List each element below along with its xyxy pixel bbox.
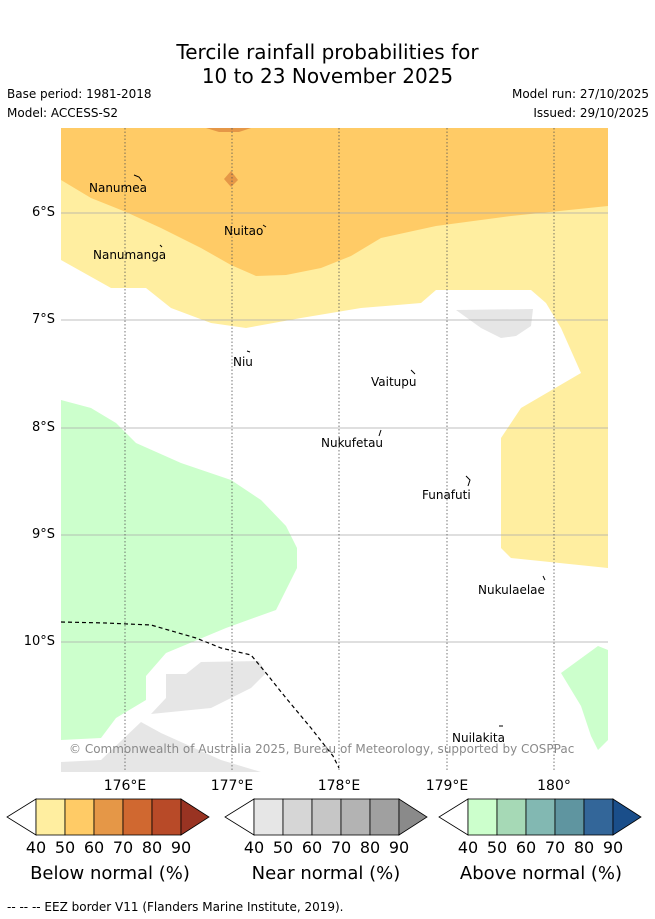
- near-swatch-5: [369, 798, 400, 836]
- region-near-40-east: [456, 309, 533, 338]
- colorbar-below-normal: [6, 798, 210, 836]
- below-min-extension: [6, 798, 37, 836]
- lat-label-9s: 9°S: [31, 527, 55, 542]
- place-nuitao: Nuitao: [224, 224, 264, 238]
- above-swatch-2: [496, 798, 527, 836]
- map-title: Tercile rainfall probabilities for 10 to…: [0, 40, 655, 88]
- tick-above-90: 90: [602, 838, 624, 857]
- near-swatch-1: [253, 798, 284, 836]
- label-below-normal: Below normal (%): [30, 863, 190, 884]
- region-below-60-spot: [224, 171, 238, 187]
- place-nukufetau: Nukufetau: [321, 436, 384, 450]
- region-near-40-south: [151, 661, 266, 714]
- lat-label-10s: 10°S: [23, 634, 55, 649]
- region-near-40-bottom: [61, 722, 261, 772]
- colorbar-above-normal: [438, 798, 642, 836]
- model-run: Model run: 27/10/2025: [511, 87, 649, 101]
- copyright-credit: © Commonwealth of Australia 2025, Bureau…: [69, 742, 575, 756]
- rainfall-map: [61, 128, 608, 772]
- above-max-extension: [612, 798, 642, 836]
- colorbar-near-swatches: [224, 798, 428, 836]
- region-above-40-west: [61, 400, 297, 740]
- near-max-extension: [398, 798, 428, 836]
- tick-above-60: 60: [515, 838, 537, 857]
- tick-near-70: 70: [330, 838, 352, 857]
- title-line-1: Tercile rainfall probabilities for: [176, 40, 479, 64]
- lon-label-179e: 179°E: [425, 778, 469, 794]
- tick-near-90: 90: [388, 838, 410, 857]
- island-nukulaelae: [542, 575, 546, 581]
- below-swatch-1: [35, 798, 66, 836]
- above-swatch-4: [554, 798, 585, 836]
- lon-label-180: 180°: [537, 778, 571, 794]
- place-funafuti: Funafuti: [422, 488, 471, 502]
- place-nanumanga: Nanumanga: [93, 248, 167, 262]
- colorbar-below-swatches: [6, 798, 210, 836]
- lat-label-7s: 7°S: [31, 312, 55, 327]
- lon-label-176e: 176°E: [103, 778, 147, 794]
- island-coastlines: [133, 174, 546, 727]
- tick-below-90: 90: [170, 838, 192, 857]
- below-max-extension: [180, 798, 210, 836]
- below-swatch-5: [151, 798, 182, 836]
- below-swatch-4: [122, 798, 153, 836]
- near-swatch-4: [340, 798, 371, 836]
- above-min-extension: [438, 798, 469, 836]
- tick-above-40: 40: [457, 838, 479, 857]
- issued-date: Issued: 29/10/2025: [533, 106, 649, 120]
- region-below-50: [61, 128, 608, 276]
- near-swatch-3: [311, 798, 342, 836]
- above-swatch-1: [467, 798, 498, 836]
- title-line-2: 10 to 23 November 2025: [201, 64, 454, 88]
- tick-near-80: 80: [359, 838, 381, 857]
- island-vaitupu: [410, 369, 416, 375]
- tick-above-50: 50: [486, 838, 508, 857]
- above-swatch-3: [525, 798, 556, 836]
- tick-above-80: 80: [573, 838, 595, 857]
- place-vaitupu: Vaitupu: [371, 375, 417, 389]
- region-above-40-east: [561, 646, 608, 750]
- latitude-gridlines: [61, 212, 608, 643]
- lon-label-177e: 177°E: [210, 778, 254, 794]
- tick-below-70: 70: [112, 838, 134, 857]
- tick-near-40: 40: [243, 838, 265, 857]
- lat-label-6s: 6°S: [31, 205, 55, 220]
- place-nanumea: Nanumea: [89, 181, 147, 195]
- tick-above-70: 70: [544, 838, 566, 857]
- eez-border-legend: -- -- -- EEZ border V11 (Flanders Marine…: [7, 900, 344, 914]
- place-nuilakita: Nuilakita: [452, 731, 505, 745]
- island-niu: [246, 350, 251, 353]
- near-swatch-2: [282, 798, 313, 836]
- island-nukufetau: [378, 429, 382, 437]
- tick-near-60: 60: [301, 838, 323, 857]
- tick-below-60: 60: [83, 838, 105, 857]
- above-swatch-5: [583, 798, 614, 836]
- island-nanumanga: [159, 244, 163, 248]
- place-niu: Niu: [233, 355, 253, 369]
- near-min-extension: [224, 798, 255, 836]
- below-swatch-2: [64, 798, 95, 836]
- region-below-60-top: [206, 128, 251, 132]
- tick-below-50: 50: [54, 838, 76, 857]
- island-nuitao: [262, 224, 267, 228]
- lon-label-178e: 178°E: [317, 778, 361, 794]
- longitude-gridlines: [124, 128, 555, 772]
- base-period: Base period: 1981-2018: [7, 87, 152, 101]
- place-nukulaelae: Nukulaelae: [478, 583, 545, 597]
- island-funafuti: [465, 475, 471, 487]
- colorbar-above-swatches: [438, 798, 642, 836]
- below-swatch-3: [93, 798, 124, 836]
- lat-label-8s: 8°S: [31, 420, 55, 435]
- label-above-normal: Above normal (%): [459, 863, 623, 884]
- model-name: Model: ACCESS-S2: [7, 106, 119, 120]
- tick-below-40: 40: [25, 838, 47, 857]
- tick-below-80: 80: [141, 838, 163, 857]
- island-nanumea: [133, 174, 143, 182]
- colorbar-near-normal: [224, 798, 428, 836]
- tick-near-50: 50: [272, 838, 294, 857]
- label-near-normal: Near normal (%): [251, 863, 401, 884]
